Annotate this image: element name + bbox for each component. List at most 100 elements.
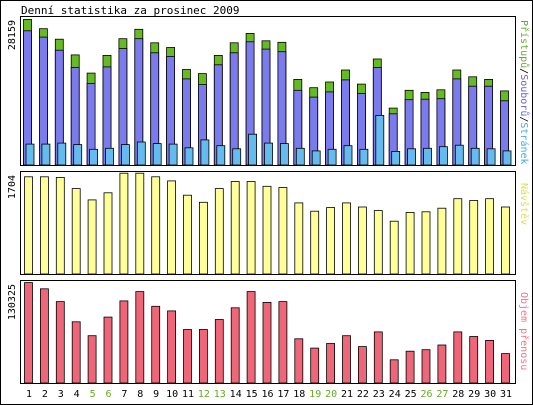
- bar-stranek: [152, 143, 162, 166]
- bar-navstevy: [373, 210, 383, 275]
- bar-navstevy: [135, 172, 145, 275]
- x-tick-label: 24: [389, 389, 401, 400]
- bar-navstevy: [71, 188, 81, 275]
- bar-stranek: [311, 150, 321, 166]
- bar-navstevy: [262, 185, 272, 275]
- panel-hits-frame: [20, 16, 516, 166]
- legend-navstevy: Návštěv: [518, 183, 530, 225]
- bar-stranek: [25, 143, 35, 166]
- bar-stranek: [57, 142, 67, 166]
- bar-navstevy: [437, 207, 447, 275]
- bar-navstevy: [183, 194, 192, 275]
- bar-stranek: [279, 143, 289, 166]
- bar-navstevy: [342, 202, 351, 275]
- x-tick-label: 15: [246, 389, 258, 400]
- bar-navstevy: [405, 211, 415, 275]
- bar-objem-prenosu: [310, 347, 320, 384]
- bar-objem-prenosu: [119, 300, 129, 384]
- bar-navstevy: [119, 172, 129, 275]
- bar-navstevy: [246, 181, 256, 275]
- bar-stranek: [73, 144, 83, 166]
- panel-visits-frame: [20, 171, 516, 275]
- bar-objem-prenosu: [214, 319, 224, 384]
- x-tick-label: 3: [58, 389, 64, 400]
- x-tick-label: 21: [341, 389, 353, 400]
- legend-soubory: Souborů: [518, 74, 530, 116]
- bar-objem-prenosu: [405, 350, 415, 384]
- x-tick-label: 14: [230, 389, 242, 400]
- bar-objem-prenosu: [135, 291, 145, 384]
- bar-navstevy: [87, 199, 97, 275]
- bar-objem-prenosu: [278, 301, 288, 384]
- bar-stranek: [248, 133, 258, 166]
- x-tick-label: 20: [325, 389, 337, 400]
- x-tick-label: 6: [105, 389, 111, 400]
- bar-objem-prenosu: [246, 291, 256, 384]
- x-tick-label: 18: [293, 389, 305, 400]
- bar-navstevy: [24, 176, 33, 275]
- chart-title: Denní statistika za prosinec 2009: [21, 4, 240, 17]
- volume-max-label: 130325: [7, 284, 18, 320]
- bar-navstevy: [501, 206, 510, 275]
- x-tick-label: 5: [90, 389, 96, 400]
- bar-objem-prenosu: [373, 331, 383, 384]
- x-tick-label: 27: [436, 389, 448, 400]
- bar-stranek: [89, 148, 98, 166]
- x-tick-label: 17: [277, 389, 289, 400]
- bar-navstevy: [326, 207, 336, 275]
- bar-objem-prenosu: [87, 335, 97, 384]
- bar-stranek: [470, 147, 480, 166]
- bars-layer: [23, 18, 512, 384]
- bar-stranek: [343, 145, 353, 166]
- bar-objem-prenosu: [167, 310, 177, 384]
- bar-objem-prenosu: [40, 288, 49, 384]
- bar-objem-prenosu: [71, 321, 81, 384]
- x-tick-label: 16: [261, 389, 273, 400]
- x-tick-label: 29: [468, 389, 480, 400]
- x-tick-label: 10: [166, 389, 178, 400]
- bar-navstevy: [103, 192, 113, 275]
- bar-objem-prenosu: [389, 359, 399, 384]
- bar-objem-prenosu: [183, 329, 192, 384]
- bar-stranek: [407, 148, 417, 166]
- legend-stranek: Stránek: [518, 122, 530, 164]
- x-tick-label: 1: [26, 389, 32, 400]
- x-tick-label: 8: [137, 389, 143, 400]
- bar-navstevy: [40, 176, 49, 275]
- bar-navstevy: [469, 200, 479, 275]
- bar-stranek: [41, 143, 51, 166]
- hits-side-label: Přístupů/Souborů/Stránek: [518, 20, 530, 165]
- legend-pristupy: Přístupů: [518, 20, 530, 68]
- bar-stranek: [232, 148, 242, 166]
- bar-objem-prenosu: [453, 331, 463, 384]
- bar-objem-prenosu: [151, 305, 161, 384]
- bar-stranek: [375, 115, 385, 166]
- bar-navstevy: [167, 180, 177, 275]
- bar-navstevy: [485, 198, 495, 275]
- legend-objem-prenosu: Objem přenosu: [518, 292, 530, 370]
- bar-navstevy: [357, 206, 367, 275]
- bar-navstevy: [230, 181, 240, 275]
- bar-stranek: [136, 141, 146, 166]
- bar-stranek: [359, 148, 369, 166]
- bar-objem-prenosu: [421, 349, 431, 384]
- bar-navstevy: [198, 201, 208, 275]
- hits-max-label: 28159: [7, 20, 18, 50]
- legend-separator: /: [518, 116, 529, 122]
- legend-separator: /: [518, 68, 529, 74]
- x-axis-ticks: 1 2 3 4 5 6 7 8 9 10 11 12 13 14 15 16 17 18 19 20 21 22 23 24 2…: [26, 389, 512, 400]
- x-tick-label: 2: [42, 389, 48, 400]
- bar-stranek: [216, 145, 226, 166]
- bar-stranek: [121, 144, 130, 166]
- bar-objem-prenosu: [55, 301, 65, 384]
- x-tick-label: 25: [405, 389, 417, 400]
- bar-objem-prenosu: [103, 316, 113, 384]
- visits-max-label: 1704: [7, 175, 18, 199]
- bar-objem-prenosu: [501, 353, 510, 384]
- x-tick-label: 11: [182, 389, 194, 400]
- bar-navstevy: [389, 220, 399, 275]
- bar-stranek: [168, 143, 178, 166]
- bar-stranek: [264, 142, 273, 166]
